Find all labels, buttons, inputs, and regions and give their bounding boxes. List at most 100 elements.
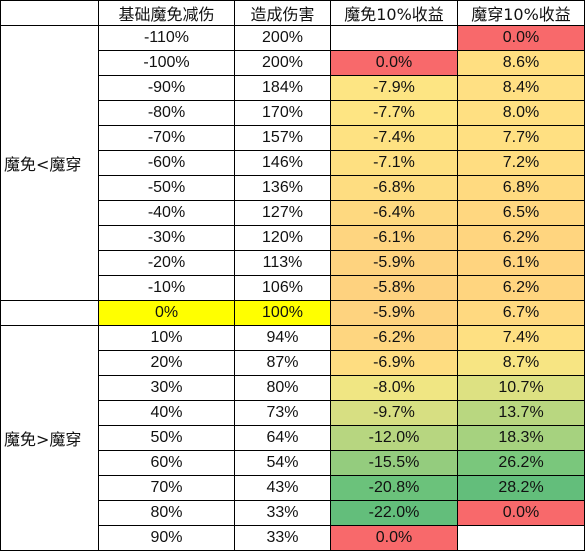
reduction-cell[interactable]: 40% <box>98 400 235 426</box>
pen-gain-cell[interactable]: 18.3% <box>457 425 585 451</box>
reduction-cell[interactable]: -70% <box>98 125 235 151</box>
reduction-cell[interactable]: 80% <box>98 500 235 526</box>
table-row: 90% 33% 0.0% <box>1 525 585 551</box>
reduction-cell[interactable]: 60% <box>98 450 235 476</box>
table-row: -60% 146% -7.1% 7.2% <box>1 150 585 176</box>
pen-gain-cell[interactable]: 28.2% <box>457 475 585 501</box>
reduction-cell[interactable]: 50% <box>98 425 235 451</box>
table-row: -70% 157% -7.4% 7.7% <box>1 125 585 151</box>
pen-gain-cell[interactable]: 6.2% <box>457 225 585 251</box>
pen-gain-cell[interactable]: 7.2% <box>457 150 585 176</box>
pen-gain-cell[interactable]: 6.8% <box>457 175 585 201</box>
immune-gain-cell[interactable]: -7.4% <box>330 125 458 151</box>
immune-gain-cell[interactable]: -7.9% <box>330 75 458 101</box>
immune-gain-cell[interactable]: -6.8% <box>330 175 458 201</box>
table-row: 70% 43% -20.8% 28.2% <box>1 475 585 501</box>
reduction-cell[interactable]: -80% <box>98 100 235 126</box>
pen-gain-cell[interactable]: 10.7% <box>457 375 585 401</box>
immune-gain-cell[interactable]: -9.7% <box>330 400 458 426</box>
header-cell[interactable]: 魔免10%收益 <box>330 0 458 26</box>
corner-cell[interactable] <box>0 0 99 26</box>
table-row: -80% 170% -7.7% 8.0% <box>1 100 585 126</box>
damage-cell[interactable]: 106% <box>234 275 331 301</box>
damage-cell[interactable]: 136% <box>234 175 331 201</box>
damage-cell[interactable]: 127% <box>234 200 331 226</box>
immune-gain-cell[interactable]: -6.2% <box>330 325 458 351</box>
immune-gain-cell[interactable]: -7.1% <box>330 150 458 176</box>
immune-gain-cell[interactable]: -6.9% <box>330 350 458 376</box>
damage-cell[interactable]: 80% <box>234 375 331 401</box>
reduction-cell[interactable]: -20% <box>98 250 235 276</box>
immune-gain-cell[interactable]: 0.0% <box>330 525 458 551</box>
damage-cell[interactable]: 100% <box>234 300 331 326</box>
damage-cell[interactable]: 73% <box>234 400 331 426</box>
reduction-cell[interactable]: 30% <box>98 375 235 401</box>
immune-gain-cell[interactable]: -6.1% <box>330 225 458 251</box>
damage-cell[interactable]: 200% <box>234 25 331 51</box>
damage-cell[interactable]: 54% <box>234 450 331 476</box>
damage-cell[interactable]: 170% <box>234 100 331 126</box>
damage-cell[interactable]: 43% <box>234 475 331 501</box>
reduction-cell[interactable]: 90% <box>98 525 235 551</box>
pen-gain-cell[interactable]: 8.4% <box>457 75 585 101</box>
reduction-cell[interactable]: -50% <box>98 175 235 201</box>
header-row: 基础魔免减伤 造成伤害 魔免10%收益 魔穿10%收益 <box>0 0 585 26</box>
pen-gain-cell[interactable]: 6.5% <box>457 200 585 226</box>
reduction-cell[interactable]: 70% <box>98 475 235 501</box>
damage-cell[interactable]: 146% <box>234 150 331 176</box>
reduction-cell[interactable]: 0% <box>98 300 235 326</box>
reduction-cell[interactable]: -100% <box>98 50 235 76</box>
pen-gain-cell[interactable]: 0.0% <box>457 25 585 51</box>
pen-gain-cell[interactable]: 8.0% <box>457 100 585 126</box>
pen-gain-cell[interactable]: 8.6% <box>457 50 585 76</box>
table-row: -10% 106% -5.8% 6.2% <box>1 275 585 301</box>
immune-gain-cell[interactable] <box>330 25 458 51</box>
damage-cell[interactable]: 64% <box>234 425 331 451</box>
reduction-cell[interactable]: -110% <box>98 25 235 51</box>
pen-gain-cell[interactable]: 26.2% <box>457 450 585 476</box>
damage-cell[interactable]: 120% <box>234 225 331 251</box>
immune-gain-cell[interactable]: -5.9% <box>330 250 458 276</box>
immune-gain-cell[interactable]: -5.9% <box>330 300 458 326</box>
pen-gain-cell[interactable]: 6.7% <box>457 300 585 326</box>
pen-gain-cell[interactable]: 0.0% <box>457 500 585 526</box>
pen-gain-cell[interactable]: 8.7% <box>457 350 585 376</box>
pen-gain-cell[interactable]: 6.1% <box>457 250 585 276</box>
damage-cell[interactable]: 33% <box>234 500 331 526</box>
damage-cell[interactable]: 157% <box>234 125 331 151</box>
reduction-cell[interactable]: -60% <box>98 150 235 176</box>
damage-cell[interactable]: 184% <box>234 75 331 101</box>
pen-gain-cell[interactable]: 7.4% <box>457 325 585 351</box>
damage-cell[interactable]: 87% <box>234 350 331 376</box>
immune-gain-cell[interactable]: -7.7% <box>330 100 458 126</box>
immune-gain-cell[interactable]: -15.5% <box>330 450 458 476</box>
reduction-cell[interactable]: -90% <box>98 75 235 101</box>
reduction-cell[interactable]: -40% <box>98 200 235 226</box>
header-cell[interactable]: 基础魔免减伤 <box>98 0 235 26</box>
damage-cell[interactable]: 113% <box>234 250 331 276</box>
immune-gain-cell[interactable]: -8.0% <box>330 375 458 401</box>
group-label-lower[interactable]: 魔免>魔穿 <box>0 325 99 551</box>
pen-gain-cell[interactable] <box>457 525 585 551</box>
pen-gain-cell[interactable]: 7.7% <box>457 125 585 151</box>
immune-gain-cell[interactable]: -20.8% <box>330 475 458 501</box>
damage-cell[interactable]: 33% <box>234 525 331 551</box>
immune-gain-cell[interactable]: -5.8% <box>330 275 458 301</box>
reduction-cell[interactable]: -10% <box>98 275 235 301</box>
reduction-cell[interactable]: -30% <box>98 225 235 251</box>
damage-cell[interactable]: 200% <box>234 50 331 76</box>
pen-gain-cell[interactable]: 6.2% <box>457 275 585 301</box>
immune-gain-cell[interactable]: -12.0% <box>330 425 458 451</box>
pen-gain-cell[interactable]: 13.7% <box>457 400 585 426</box>
immune-gain-cell[interactable]: -22.0% <box>330 500 458 526</box>
header-cell[interactable]: 造成伤害 <box>234 0 331 26</box>
group-empty-cell[interactable] <box>0 300 99 326</box>
reduction-cell[interactable]: 10% <box>98 325 235 351</box>
immune-gain-cell[interactable]: -6.4% <box>330 200 458 226</box>
header-cell[interactable]: 魔穿10%收益 <box>457 0 585 26</box>
group-label-upper[interactable]: 魔免<魔穿 <box>0 25 99 301</box>
damage-cell[interactable]: 94% <box>234 325 331 351</box>
reduction-cell[interactable]: 20% <box>98 350 235 376</box>
immune-gain-cell[interactable]: 0.0% <box>330 50 458 76</box>
